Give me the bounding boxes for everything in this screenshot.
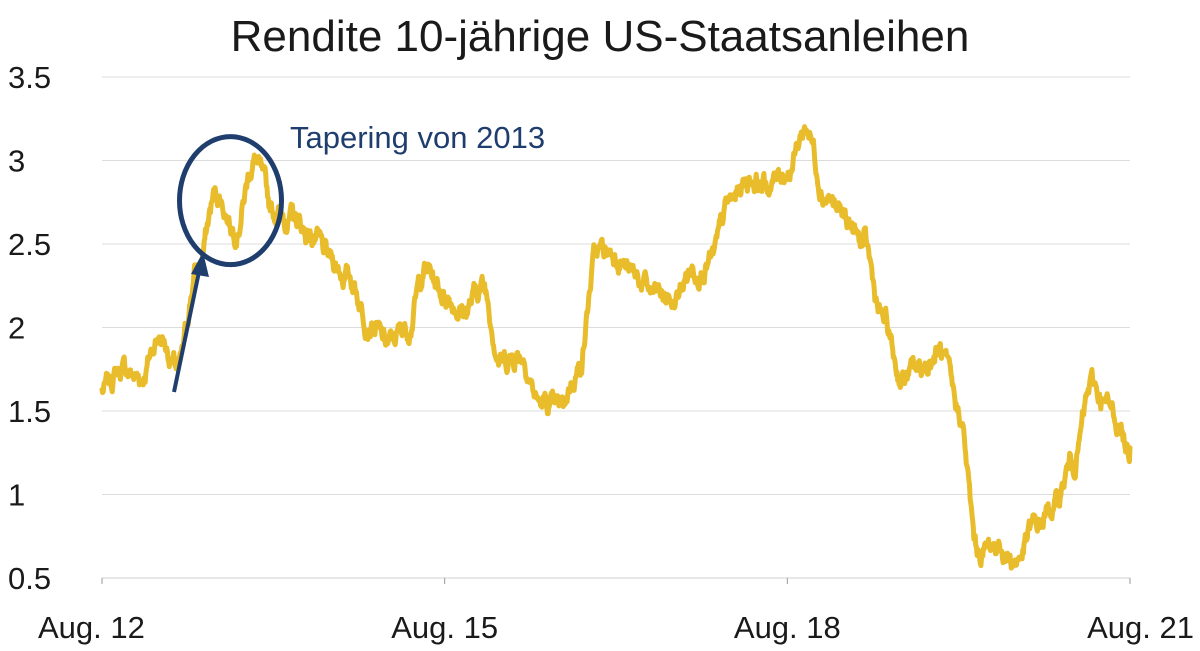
- yield-line: [99, 124, 1133, 571]
- tapering-label: Tapering von 2013: [290, 120, 545, 155]
- arrowhead-icon: [191, 252, 209, 277]
- y-tick-label: 1.5: [8, 394, 51, 429]
- y-axis-tick-labels: 0.5 1 1.5 2 2.5 3 3.5: [8, 60, 51, 596]
- y-tick-label: 0.5: [8, 561, 51, 596]
- x-tick-label: Aug. 12: [38, 610, 145, 645]
- y-tick-label: 1: [8, 478, 25, 513]
- x-tick-label: Aug. 18: [734, 610, 841, 645]
- tapering-arrow-icon: [172, 266, 202, 393]
- y-tick-label: 2.5: [8, 227, 51, 262]
- x-axis: Aug. 12 Aug. 15 Aug. 18 Aug. 21: [38, 577, 1194, 645]
- y-tick-label: 3.5: [8, 60, 51, 95]
- x-tick-label: Aug. 15: [391, 610, 498, 645]
- x-tick-label: Aug. 21: [1087, 610, 1194, 645]
- tapering-circle: [177, 134, 284, 268]
- gridlines: [102, 76, 1130, 579]
- y-tick-label: 2: [8, 311, 25, 346]
- tapering-annotation: Tapering von 2013: [172, 120, 545, 393]
- y-tick-label: 3: [8, 144, 25, 179]
- chart-title: Rendite 10-jährige US-Staatsanleihen: [230, 12, 970, 61]
- series-layer: [99, 124, 1133, 571]
